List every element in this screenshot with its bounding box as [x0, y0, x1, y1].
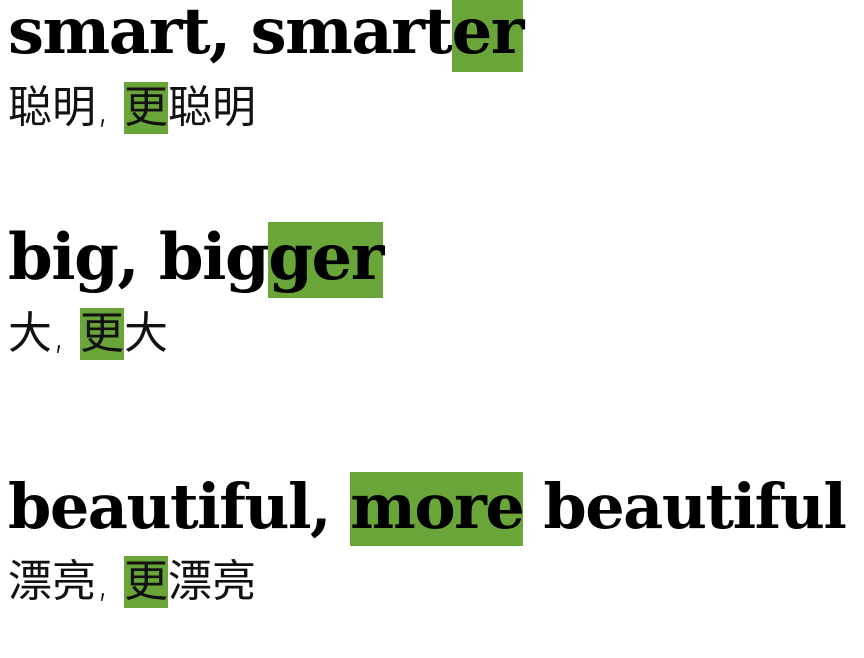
chinese-suffix-text: 大: [123, 308, 168, 359]
chinese-base-text: 大,: [8, 308, 80, 359]
english-phrase: big, bigger: [8, 222, 384, 298]
english-phrase: beautiful, more beautiful: [8, 472, 847, 546]
chinese-suffix-text: 聪明: [167, 82, 256, 133]
english-suffix-text: beautiful: [523, 470, 847, 543]
comparison-block-big: big, bigger 大, 更大: [8, 222, 384, 360]
chinese-phrase: 大, 更大: [8, 308, 383, 360]
comparison-block-smart: smart, smarter 聪明, 更聪明: [8, 0, 525, 134]
english-highlight: ger: [268, 222, 384, 298]
english-base-text: big, big: [8, 220, 270, 295]
english-base-text: smart, smart: [8, 0, 453, 69]
chinese-highlight: 更: [123, 556, 168, 608]
chinese-base-text: 漂亮,: [8, 556, 124, 607]
chinese-highlight: 更: [123, 82, 168, 134]
english-highlight: more: [350, 472, 525, 546]
english-phrase: smart, smarter: [8, 0, 525, 72]
english-base-text: beautiful,: [8, 470, 351, 543]
chinese-base-text: 聪明,: [8, 82, 124, 133]
chinese-highlight: 更: [79, 308, 124, 360]
english-highlight: er: [451, 0, 525, 72]
chinese-phrase: 聪明, 更聪明: [8, 82, 523, 134]
comparison-block-beautiful: beautiful, more beautiful 漂亮, 更漂亮: [8, 472, 847, 608]
chinese-phrase: 漂亮, 更漂亮: [8, 556, 845, 608]
chinese-suffix-text: 漂亮: [167, 556, 256, 607]
